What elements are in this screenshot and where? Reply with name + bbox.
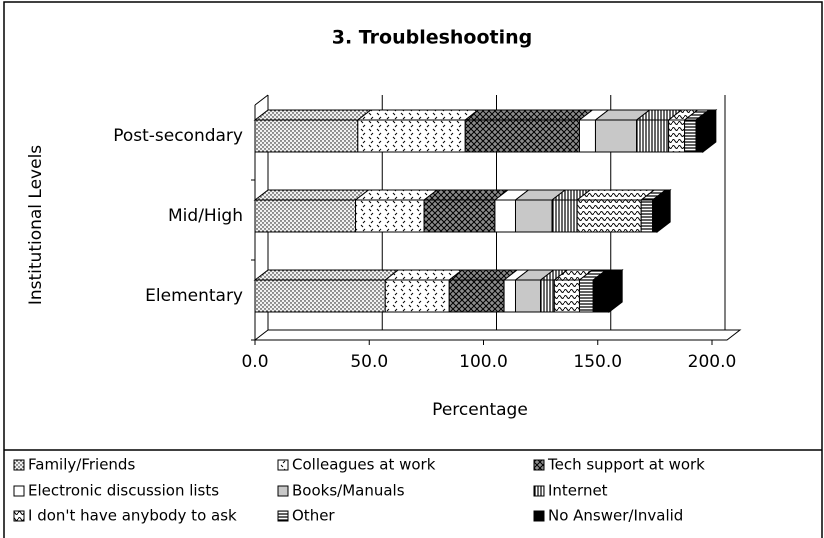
bar	[684, 119, 697, 153]
y-tick-label: Post-secondary	[113, 126, 243, 146]
y-tick-label: Mid/High	[168, 206, 243, 226]
bar	[357, 119, 466, 153]
bar-top	[356, 109, 480, 121]
bar	[448, 279, 505, 313]
y-tick-label: Elementary	[145, 286, 243, 306]
legend-label: I don't have anybody to ask	[28, 507, 237, 525]
x-tick-label: 100.0	[459, 352, 508, 372]
legend-label: Internet	[548, 482, 608, 500]
bar	[355, 199, 425, 233]
bar	[668, 119, 686, 153]
bar	[553, 279, 580, 313]
legend-label: Family/Friends	[28, 456, 135, 474]
bar	[540, 279, 555, 313]
x-tick-label: 50.0	[350, 352, 388, 372]
bar	[514, 199, 553, 233]
bar	[576, 199, 642, 233]
x-tick-label: 0.0	[241, 352, 268, 372]
bar	[254, 279, 386, 313]
floor	[253, 329, 742, 341]
bar	[592, 279, 610, 313]
legend-swatch	[13, 510, 25, 522]
chart-title: 3. Troubleshooting	[332, 27, 533, 49]
legend-swatch	[13, 485, 25, 497]
bar	[652, 199, 658, 233]
bar	[384, 279, 450, 313]
bar	[494, 199, 516, 233]
bar	[640, 199, 654, 233]
bar	[636, 119, 670, 153]
bar-top	[354, 189, 439, 201]
legend-label: Books/Manuals	[292, 482, 405, 500]
bar	[551, 199, 578, 233]
side-wall	[254, 94, 269, 106]
legend-swatch	[13, 459, 25, 471]
legend-swatch	[277, 510, 289, 522]
legend-swatch	[533, 510, 545, 522]
bar	[423, 199, 496, 233]
bar-end	[702, 108, 717, 154]
bar	[254, 119, 359, 153]
bar-top	[422, 189, 510, 201]
x-axis-label: Percentage	[432, 400, 528, 420]
bar-top	[253, 109, 373, 121]
bar	[464, 119, 580, 153]
bar-top	[463, 109, 594, 121]
legend-label: No Answer/Invalid	[548, 507, 683, 525]
bar	[578, 119, 596, 153]
bar-end	[608, 268, 623, 314]
legend-label: Tech support at work	[547, 456, 705, 474]
legend-swatch	[277, 485, 289, 497]
legend-swatch	[533, 459, 545, 471]
y-axis-label: Institutional Levels	[26, 145, 46, 305]
bar-top	[253, 269, 400, 281]
legend-swatch	[533, 485, 545, 497]
bar	[514, 279, 542, 313]
x-tick-label: 150.0	[573, 352, 622, 372]
x-tick-label: 200.0	[688, 352, 737, 372]
bar-end	[656, 188, 671, 234]
legend-label: Colleagues at work	[292, 456, 436, 474]
bar	[254, 199, 357, 233]
legend-swatch	[277, 459, 289, 471]
bar-top	[253, 189, 371, 201]
legend-label: Electronic discussion lists	[28, 482, 219, 500]
bar	[594, 119, 638, 153]
bar	[695, 119, 704, 153]
bar	[578, 279, 594, 313]
legend-label: Other	[292, 507, 335, 525]
chart-frame	[3, 1, 823, 538]
bar	[503, 279, 516, 313]
